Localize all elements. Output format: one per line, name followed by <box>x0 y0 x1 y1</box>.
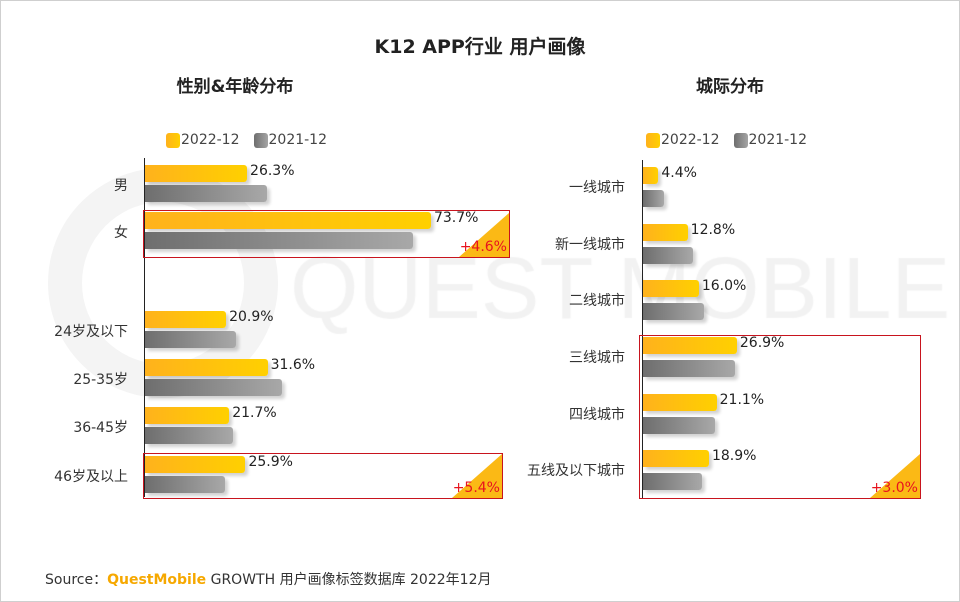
left-chart-title: 性别&年龄分布 <box>176 77 294 97</box>
value-label: 16.0% <box>701 278 747 294</box>
value-label: 26.9% <box>739 335 785 351</box>
bar-2022 <box>643 337 737 354</box>
legend-item-2022: 2022-12 <box>166 132 240 148</box>
highlight-triangle <box>452 454 502 498</box>
page-title: K12 APP行业 用户画像 <box>374 36 586 58</box>
source-brand: QuestMobile <box>107 572 207 588</box>
bar-2022 <box>145 407 230 424</box>
category-label: 36-45岁 <box>73 420 128 436</box>
legend-label: 2022-12 <box>181 132 240 148</box>
bar-2021 <box>643 360 735 377</box>
legend-item-2022: 2022-12 <box>646 132 720 148</box>
bar-2021 <box>643 190 664 207</box>
legend-swatch <box>253 132 268 148</box>
right-legend: 2022-12 2021-12 <box>646 132 807 148</box>
legend-label: 2022-12 <box>661 132 720 148</box>
bar-2022 <box>145 311 227 328</box>
value-label: 25.9% <box>248 454 293 470</box>
legend-swatch <box>166 132 180 148</box>
highlight-triangle <box>870 454 920 498</box>
bar-2021 <box>643 417 715 434</box>
value-label: 18.9% <box>711 448 757 464</box>
bar-2022 <box>145 456 246 473</box>
value-label: 21.1% <box>719 392 765 408</box>
source-text: GROWTH 用户画像标签数据库 2022年12月 <box>210 572 492 588</box>
category-label: 二线城市 <box>569 293 625 309</box>
value-label: 20.9% <box>229 309 274 325</box>
delta-label: +3.0% <box>870 480 918 496</box>
bar-2021 <box>145 379 282 396</box>
category-label: 46岁及以上 <box>54 469 128 485</box>
legend-label: 2021-12 <box>748 132 808 148</box>
category-label: 男 <box>114 178 128 194</box>
value-label: 21.7% <box>232 405 277 421</box>
bar-2021 <box>145 427 234 444</box>
value-label: 26.3% <box>250 163 295 179</box>
source-note: Source：QuestMobile GROWTH 用户画像标签数据库 2022… <box>45 569 491 589</box>
bar-2021 <box>145 476 225 493</box>
category-label: 五线及以下城市 <box>527 463 625 479</box>
highlight-box: +4.6% <box>143 210 510 258</box>
y-axis-line <box>144 158 145 497</box>
bar-2022 <box>643 394 717 411</box>
category-label: 四线城市 <box>569 407 625 423</box>
category-label: 女 <box>114 225 128 241</box>
bar-2022 <box>643 450 709 467</box>
category-label: 三线城市 <box>569 350 625 366</box>
bar-2022 <box>643 167 659 184</box>
highlight-triangle <box>459 213 509 257</box>
value-label: 73.7% <box>433 210 479 226</box>
source-prefix: Source： <box>45 572 108 588</box>
category-label: 25-35岁 <box>73 372 128 388</box>
left-legend: 2022-12 2021-12 <box>166 132 327 148</box>
bar-2021 <box>145 331 237 348</box>
value-label: 12.8% <box>690 222 736 238</box>
y-axis-line <box>642 160 643 498</box>
bar-2021 <box>643 247 693 264</box>
bar-2021 <box>643 473 703 490</box>
bar-2022 <box>145 212 431 229</box>
legend-swatch <box>733 132 748 148</box>
category-label: 新一线城市 <box>555 237 625 253</box>
legend-swatch <box>646 132 660 148</box>
bar-2022 <box>643 280 699 297</box>
legend-item-2021: 2021-12 <box>733 132 808 148</box>
bar-2022 <box>145 359 268 376</box>
highlight-box: +5.4% <box>143 453 503 499</box>
value-label: 31.6% <box>270 357 316 373</box>
delta-label: +5.4% <box>452 480 500 496</box>
delta-label: +4.6% <box>459 239 507 255</box>
category-label: 一线城市 <box>569 180 625 196</box>
bar-2021 <box>643 303 705 320</box>
bar-2022 <box>145 165 248 182</box>
legend-item-2021: 2021-12 <box>253 132 328 148</box>
highlight-box: +3.0% <box>639 335 921 499</box>
category-label: 24岁及以下 <box>54 324 128 340</box>
right-chart-title: 城际分布 <box>696 77 764 97</box>
bar-2021 <box>145 185 267 202</box>
bar-2022 <box>643 224 688 241</box>
legend-label: 2021-12 <box>268 132 328 148</box>
value-label: 4.4% <box>661 165 697 181</box>
bar-2021 <box>145 232 414 249</box>
